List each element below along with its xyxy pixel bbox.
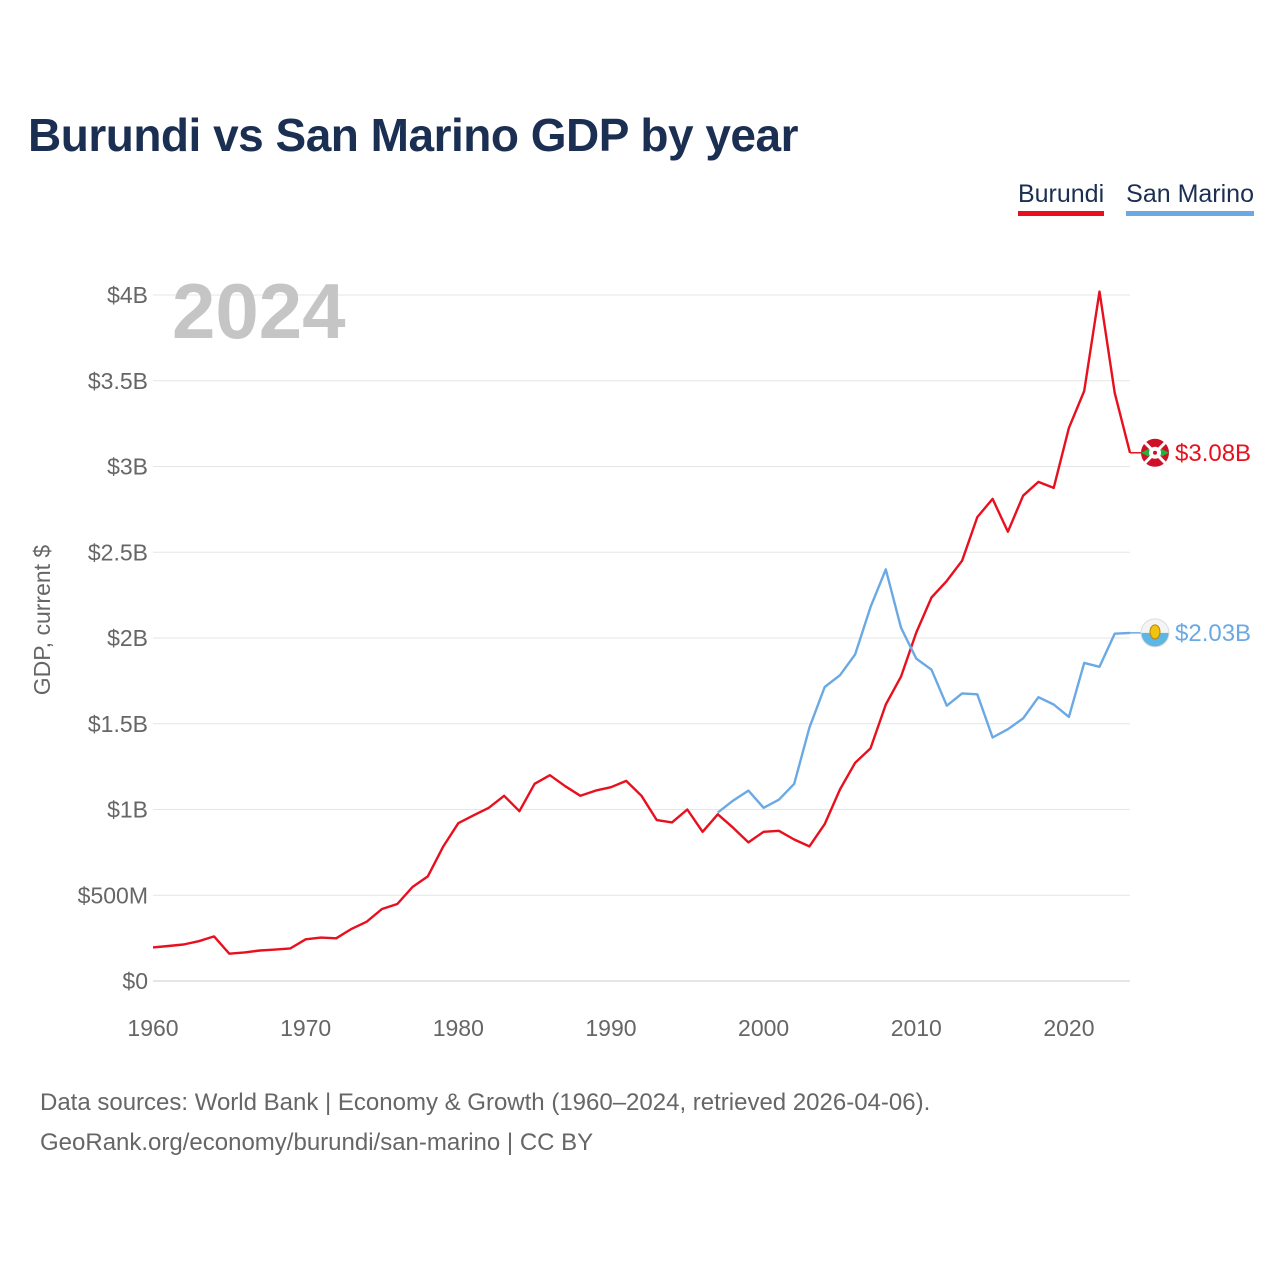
footer: Data sources: World Bank | Economy & Gro… [40,1083,930,1163]
x-tick-label: 1990 [585,1015,636,1041]
grid-lines [153,294,1130,982]
y-tick-label: $500M [78,882,148,908]
san-marino-flag-icon [1140,618,1170,648]
gdp-line-chart: $0$500M$1B$1.5B$2B$2.5B$3B$3.5B$4B 1960 1… [29,267,1251,1041]
y-tick-label: $1.5B [88,711,148,737]
x-tick-label: 2020 [1043,1015,1094,1041]
burundi-flag-icon [1141,438,1169,467]
y-axis-label: GDP, current $ [29,545,55,696]
y-tick-label: $2B [107,625,148,651]
y-tick-label: $0 [122,968,148,994]
end-value-label: $2.03B [1175,620,1251,647]
x-tick-label: 1970 [280,1015,331,1041]
legend: Burundi San Marino [1017,180,1254,216]
x-axis-ticks: 1960 1970 1980 1990 2000 2010 2020 [127,1015,1094,1041]
series-lines [152,290,1132,955]
y-axis-ticks: $0 $500M $1B $1.5B $2B $2.5B $3B $3.5B $4B [78,282,148,994]
y-tick-label: $3B [107,454,148,480]
legend-san-marino[interactable]: San Marino [1126,180,1254,216]
x-tick-label: 1960 [127,1015,178,1041]
y-tick-label: $2.5B [88,539,148,565]
x-tick-label: 2000 [738,1015,789,1041]
x-tick-label: 2010 [891,1015,942,1041]
y-tick-label: $1B [107,797,148,823]
series-line-san-marino[interactable] [717,568,1131,814]
legend-burundi[interactable]: Burundi [1017,180,1105,216]
end-markers: $3.08B $2.03B [1130,438,1251,648]
source-note: Data sources: World Bank | Economy & Gro… [40,1089,931,1116]
end-value-label: $3.08B [1175,440,1251,467]
series-line-burundi[interactable] [152,290,1132,955]
x-tick-label: 1980 [433,1015,484,1041]
chart-title: Burundi vs San Marino GDP by year [28,109,798,161]
y-tick-label: $4B [107,282,148,308]
y-tick-label: $3.5B [88,368,148,394]
year-label: 2024 [172,267,346,355]
attribution-link[interactable]: GeoRank.org/economy/burundi/san-marino |… [40,1129,594,1156]
